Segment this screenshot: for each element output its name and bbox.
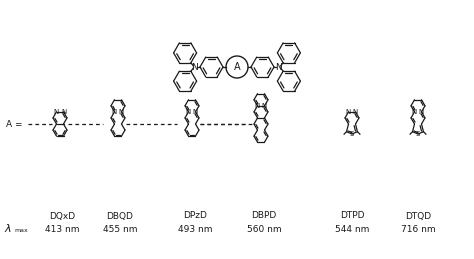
Text: DBQD: DBQD <box>107 212 134 220</box>
Text: N: N <box>186 109 191 115</box>
Text: 544 nm: 544 nm <box>335 225 369 234</box>
Text: S: S <box>416 131 420 137</box>
Text: N: N <box>61 109 66 115</box>
Text: DBPD: DBPD <box>251 212 277 220</box>
Text: N: N <box>191 62 199 71</box>
Text: A: A <box>234 62 240 72</box>
Text: 560 nm: 560 nm <box>246 225 281 234</box>
Text: 413 nm: 413 nm <box>45 225 79 234</box>
Text: N: N <box>346 109 351 115</box>
Text: N: N <box>119 109 124 115</box>
Text: 493 nm: 493 nm <box>178 225 212 234</box>
Text: S: S <box>350 131 354 137</box>
Text: N: N <box>255 103 260 109</box>
Text: N: N <box>54 109 59 115</box>
Text: N: N <box>112 109 117 115</box>
Text: N: N <box>275 62 283 71</box>
Text: DQxD: DQxD <box>49 212 75 220</box>
Text: DTPD: DTPD <box>340 212 364 220</box>
Text: 716 nm: 716 nm <box>401 225 435 234</box>
Text: 455 nm: 455 nm <box>103 225 137 234</box>
Text: DTQD: DTQD <box>405 212 431 220</box>
Text: N: N <box>353 109 358 115</box>
Text: λ: λ <box>4 224 10 234</box>
Text: DPzD: DPzD <box>183 212 207 220</box>
Text: max: max <box>14 228 28 234</box>
Text: N: N <box>193 109 198 115</box>
Text: N: N <box>262 103 267 109</box>
Text: A =: A = <box>6 119 22 128</box>
Text: N: N <box>419 109 424 115</box>
Text: N: N <box>412 109 417 115</box>
